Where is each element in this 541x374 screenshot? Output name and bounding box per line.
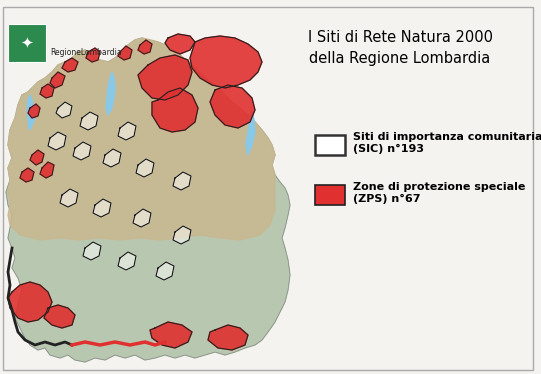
Polygon shape [93, 199, 111, 217]
Polygon shape [62, 58, 78, 72]
Polygon shape [30, 150, 44, 165]
Polygon shape [8, 38, 275, 240]
Polygon shape [60, 189, 78, 207]
Polygon shape [173, 226, 191, 244]
Polygon shape [20, 168, 34, 182]
Polygon shape [190, 36, 262, 88]
Polygon shape [80, 112, 98, 130]
Polygon shape [103, 149, 121, 167]
Polygon shape [152, 88, 198, 132]
Polygon shape [173, 172, 191, 190]
Polygon shape [48, 132, 66, 150]
Polygon shape [6, 38, 290, 362]
Polygon shape [210, 85, 255, 128]
Polygon shape [118, 252, 136, 270]
Polygon shape [106, 72, 115, 115]
Polygon shape [150, 322, 192, 348]
Polygon shape [44, 305, 75, 328]
Polygon shape [156, 262, 174, 280]
Polygon shape [138, 40, 152, 54]
Polygon shape [50, 72, 65, 88]
Polygon shape [138, 55, 192, 100]
Text: ✦: ✦ [21, 36, 34, 50]
Polygon shape [56, 102, 72, 118]
Polygon shape [40, 162, 54, 178]
Bar [315, 135, 345, 155]
Text: Zone di protezione speciale
(ZPS) n°67: Zone di protezione speciale (ZPS) n°67 [353, 182, 525, 204]
Bar [8, 24, 46, 62]
Polygon shape [73, 142, 91, 160]
Text: RegioneLombardia: RegioneLombardia [50, 47, 122, 56]
Polygon shape [86, 48, 100, 62]
Text: Siti di importanza comunitaria
(SIC) n°193: Siti di importanza comunitaria (SIC) n°1… [353, 132, 541, 154]
Polygon shape [208, 325, 248, 350]
Polygon shape [83, 242, 101, 260]
Polygon shape [40, 84, 54, 98]
Polygon shape [118, 122, 136, 140]
Polygon shape [165, 34, 195, 54]
Bar [315, 185, 345, 205]
Polygon shape [133, 209, 151, 227]
Polygon shape [28, 104, 40, 118]
Polygon shape [246, 110, 255, 155]
Polygon shape [136, 159, 154, 177]
Text: I Siti di Rete Natura 2000
della Regione Lombardia: I Siti di Rete Natura 2000 della Regione… [307, 30, 492, 66]
Polygon shape [8, 282, 52, 322]
Polygon shape [27, 95, 35, 130]
Polygon shape [118, 46, 132, 60]
